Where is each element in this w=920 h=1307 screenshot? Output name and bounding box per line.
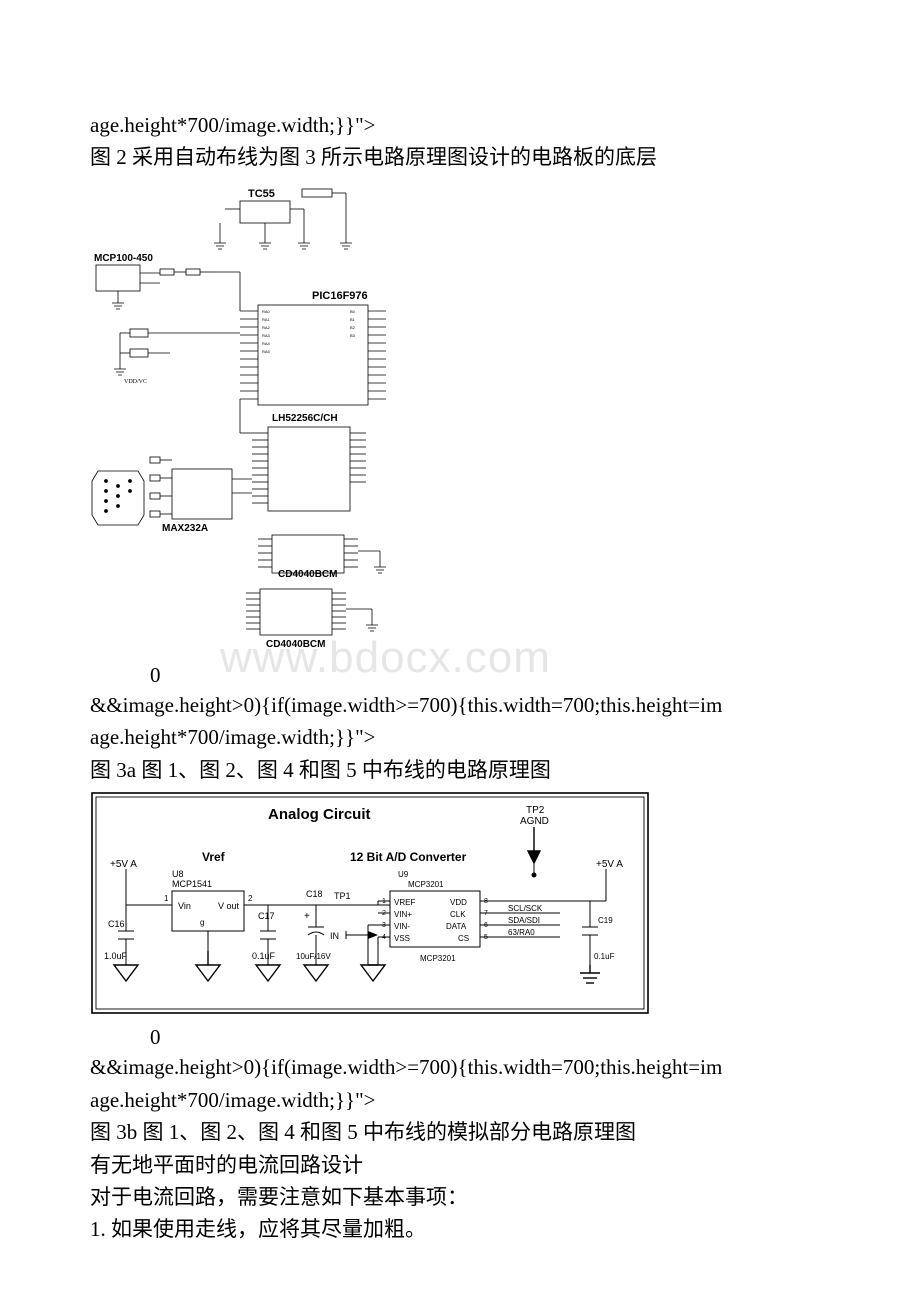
label-max232a: MAX232A xyxy=(162,523,208,534)
svg-text:CLK: CLK xyxy=(450,910,466,919)
label-vout: V out xyxy=(218,901,240,911)
svg-text:VREF: VREF xyxy=(394,898,415,907)
label-sdasdi: SDA/SDI xyxy=(508,916,540,925)
code-fragment-1: age.height*700/image.width;}}"> xyxy=(90,110,830,140)
label-c18v: 10uF/16V xyxy=(296,952,331,961)
label-c19v: 0.1uF xyxy=(594,952,615,961)
svg-text:CS: CS xyxy=(458,934,469,943)
svg-text:VDD/VC: VDD/VC xyxy=(124,379,147,385)
svg-text:RA3: RA3 xyxy=(262,333,271,338)
label-cd4040bcm-1: CD4040BCM xyxy=(278,569,337,580)
svg-text:RA5: RA5 xyxy=(262,349,271,354)
svg-text:C17: C17 xyxy=(258,911,275,921)
label-mcp100: MCP100-450 xyxy=(94,253,153,264)
svg-text:VIN+: VIN+ xyxy=(394,910,412,919)
label-c16v: 1.0uF xyxy=(104,951,128,961)
label-plus5v-left: +5V A xyxy=(110,859,137,870)
code-fragment-3b: age.height*700/image.width;}}"> xyxy=(90,1085,830,1115)
document-page: age.height*700/image.width;}}"> 图 2 采用自动… xyxy=(0,0,920,1307)
schematic-digital-svg: TC55 MCP100-450 PIC16F976 LH52256C/CH MA… xyxy=(90,179,430,659)
label-c16: C16 xyxy=(108,919,125,929)
label-mcp3201-top: MCP3201 xyxy=(408,880,444,889)
svg-text:+: + xyxy=(304,911,310,922)
svg-text:g: g xyxy=(200,918,204,927)
label-adc: 12 Bit A/D Converter xyxy=(350,850,467,864)
label-vref: Vref xyxy=(202,850,226,864)
caption-fig3b: 图 3b 图 1、图 2、图 4 和图 5 中布线的模拟部分电路原理图 xyxy=(90,1117,830,1147)
svg-text:DATA: DATA xyxy=(446,922,467,931)
svg-text:VSS: VSS xyxy=(394,934,410,943)
svg-text:B0: B0 xyxy=(350,309,356,314)
svg-text:2: 2 xyxy=(248,894,253,903)
label-tc55: TC55 xyxy=(248,188,275,200)
figure-schematic-digital: TC55 MCP100-450 PIC16F976 LH52256C/CH MA… xyxy=(90,179,830,659)
svg-text:1: 1 xyxy=(164,894,169,903)
label-sclsck: SCL/SCK xyxy=(508,904,543,913)
label-c17v: 0.1uF xyxy=(252,951,276,961)
svg-text:B2: B2 xyxy=(350,325,356,330)
svg-text:B1: B1 xyxy=(350,317,356,322)
label-agnd: AGND xyxy=(520,816,549,827)
label-63ra0: 63/RA0 xyxy=(508,928,535,937)
label-tp2: TP2 xyxy=(526,805,545,816)
watermark-svg: www.bdocx.com xyxy=(220,628,780,688)
list-item-1: 1. 如果使用走线，应将其尽量加粗。 xyxy=(90,1214,830,1244)
svg-text:VIN-: VIN- xyxy=(394,922,410,931)
svg-text:RA0: RA0 xyxy=(262,309,271,314)
svg-text:VDD: VDD xyxy=(450,898,467,907)
label-mcp3201-bot: MCP3201 xyxy=(420,954,456,963)
para-current-loop: 对于电流回路，需要注意如下基本事项： xyxy=(90,1182,830,1212)
label-pic16f976: PIC16F976 xyxy=(312,290,368,302)
svg-text:RA1: RA1 xyxy=(262,317,271,322)
indent-zero-2: 0 xyxy=(90,1025,830,1050)
label-u9: U9 xyxy=(398,870,409,879)
label-vin: Vin xyxy=(178,901,191,911)
svg-text:B3: B3 xyxy=(350,333,356,338)
label-c18: C18 xyxy=(306,889,323,899)
svg-text:RA2: RA2 xyxy=(262,325,271,330)
watermark-text: www.bdocx.com xyxy=(220,633,551,682)
label-plus5v-right: +5V A xyxy=(596,859,623,870)
code-fragment-2a: &&image.height>0){if(image.width>=700){t… xyxy=(90,690,830,720)
label-c19: C19 xyxy=(598,916,613,925)
code-fragment-3a: &&image.height>0){if(image.width>=700){t… xyxy=(90,1052,830,1082)
analog-title: Analog Circuit xyxy=(268,806,371,823)
label-mcp1541: MCP1541 xyxy=(172,879,212,889)
caption-fig3a: 图 3a 图 1、图 2、图 4 和图 5 中布线的电路原理图 xyxy=(90,755,830,785)
svg-text:RA4: RA4 xyxy=(262,341,271,346)
label-in: IN xyxy=(330,931,339,941)
label-tp1: TP1 xyxy=(334,891,351,901)
code-fragment-2b: age.height*700/image.width;}}"> xyxy=(90,722,830,752)
caption-fig2: 图 2 采用自动布线为图 3 所示电路原理图设计的电路板的底层 xyxy=(90,142,830,172)
label-u8: U8 xyxy=(172,869,184,879)
heading-current-loop: 有无地平面时的电流回路设计 xyxy=(90,1150,830,1180)
figure-schematic-analog: Analog Circuit TP2 AGND +5V A +5V A Vref… xyxy=(90,791,830,1021)
label-lh52256: LH52256C/CH xyxy=(272,413,338,424)
schematic-analog-svg: Analog Circuit TP2 AGND +5V A +5V A Vref… xyxy=(90,791,650,1021)
